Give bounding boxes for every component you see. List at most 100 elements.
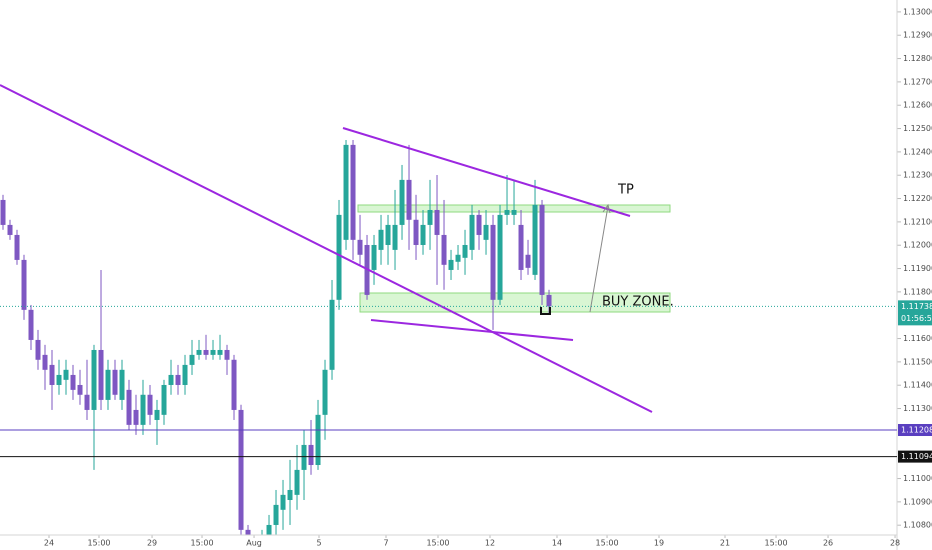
candle-body — [546, 294, 552, 307]
price-label-box — [898, 424, 932, 437]
candle-body — [532, 204, 538, 275]
x-tick-label: 19 — [654, 539, 664, 548]
candle-body — [21, 259, 27, 310]
x-tick-label: 15:00 — [87, 539, 110, 548]
candle-body — [448, 259, 454, 270]
y-tick-label: 1.10900 — [903, 497, 932, 506]
candle-body — [42, 354, 48, 370]
candle-body — [469, 214, 475, 250]
x-tick-label: 21 — [720, 539, 730, 548]
arrow — [589, 205, 609, 313]
x-tick-label: 28 — [890, 539, 900, 548]
candle-body — [154, 409, 160, 420]
bracket — [540, 307, 551, 315]
candle-body — [420, 224, 426, 245]
y-tick-label: 1.12000 — [903, 241, 932, 250]
countdown: 01:56:52 — [901, 314, 932, 323]
candle-body — [112, 369, 118, 395]
candle-body — [133, 409, 139, 425]
x-tick-label: 26 — [823, 539, 833, 548]
y-tick-label: 1.11500 — [903, 357, 932, 366]
candle-body — [511, 209, 517, 215]
y-tick-label: 1.12900 — [903, 31, 932, 40]
candle-body — [518, 224, 524, 270]
candle-body — [91, 349, 97, 410]
candle-body — [455, 254, 461, 262]
y-tick-label: 1.12200 — [903, 194, 932, 203]
x-tick-label: 5 — [316, 539, 321, 548]
candle-body — [294, 469, 300, 495]
candle-body — [98, 349, 104, 400]
y-tick-label: 1.12500 — [903, 124, 932, 133]
candle-body — [315, 414, 321, 466]
price-label: 1.11208 — [901, 426, 932, 435]
y-tick-label: 1.11900 — [903, 264, 932, 273]
candle-body — [0, 199, 6, 225]
candle-body — [231, 359, 237, 410]
candle-body — [35, 339, 41, 360]
trend-lines — [0, 84, 653, 413]
candle-body — [56, 374, 62, 385]
candle-body — [434, 209, 440, 235]
candle-body — [168, 374, 174, 385]
candle-body — [371, 244, 377, 270]
candle-body — [245, 529, 251, 535]
y-tick-label: 1.12600 — [903, 101, 932, 110]
candle-body — [476, 214, 482, 235]
candle-body — [182, 364, 188, 385]
candle-body — [336, 214, 342, 300]
candle-body — [196, 349, 202, 355]
y-tick-label: 1.12100 — [903, 217, 932, 226]
y-tick-label: 1.13000 — [903, 7, 932, 16]
y-tick-label: 1.11600 — [903, 334, 932, 343]
x-tick-label: 15:00 — [765, 539, 788, 548]
candle-body — [273, 504, 279, 525]
trend-line — [342, 127, 631, 217]
candle-body — [308, 444, 314, 466]
candle-body — [238, 409, 244, 530]
y-tick-label: 1.12800 — [903, 54, 932, 63]
trend-line — [370, 319, 574, 341]
candle-body — [357, 239, 363, 255]
x-tick-label: 7 — [383, 539, 388, 548]
last-price-box — [898, 300, 932, 326]
candle-body — [378, 229, 384, 250]
y-tick-label: 1.12300 — [903, 171, 932, 180]
candle-body — [175, 374, 181, 385]
candle-body — [28, 309, 34, 340]
candle-body — [7, 224, 13, 235]
y-tick-label: 1.12400 — [903, 147, 932, 156]
annotation-buy-zone: BUY ZONE. — [602, 295, 674, 310]
candle-body — [84, 394, 90, 410]
candle-body — [217, 349, 223, 355]
candle-body — [63, 369, 69, 380]
candle-body — [147, 394, 153, 415]
candle-body — [392, 224, 398, 250]
y-tick-label: 1.11000 — [903, 474, 932, 483]
candle-body — [441, 234, 447, 265]
candle-body — [427, 209, 433, 225]
candle-body — [210, 349, 216, 355]
candle-body — [77, 384, 83, 395]
x-tick-label: 24 — [44, 539, 54, 548]
candle-body — [287, 489, 293, 501]
y-tick-label: 1.11300 — [903, 404, 932, 413]
candle-body — [189, 354, 195, 365]
candle-body — [140, 394, 146, 425]
x-tick-label: 15:00 — [426, 539, 449, 548]
candle-body — [126, 389, 132, 425]
candle-body — [462, 244, 468, 258]
candle-body — [329, 299, 335, 370]
candle-body — [280, 494, 286, 510]
candle-body — [301, 444, 307, 470]
candle-body — [343, 144, 349, 240]
x-tick-label: 12 — [485, 539, 495, 548]
candle-body — [322, 369, 328, 415]
candle-body — [525, 254, 531, 268]
trend-line — [0, 84, 653, 413]
candle-body — [203, 349, 209, 355]
candle-body — [406, 179, 412, 220]
candle-body — [483, 224, 489, 240]
